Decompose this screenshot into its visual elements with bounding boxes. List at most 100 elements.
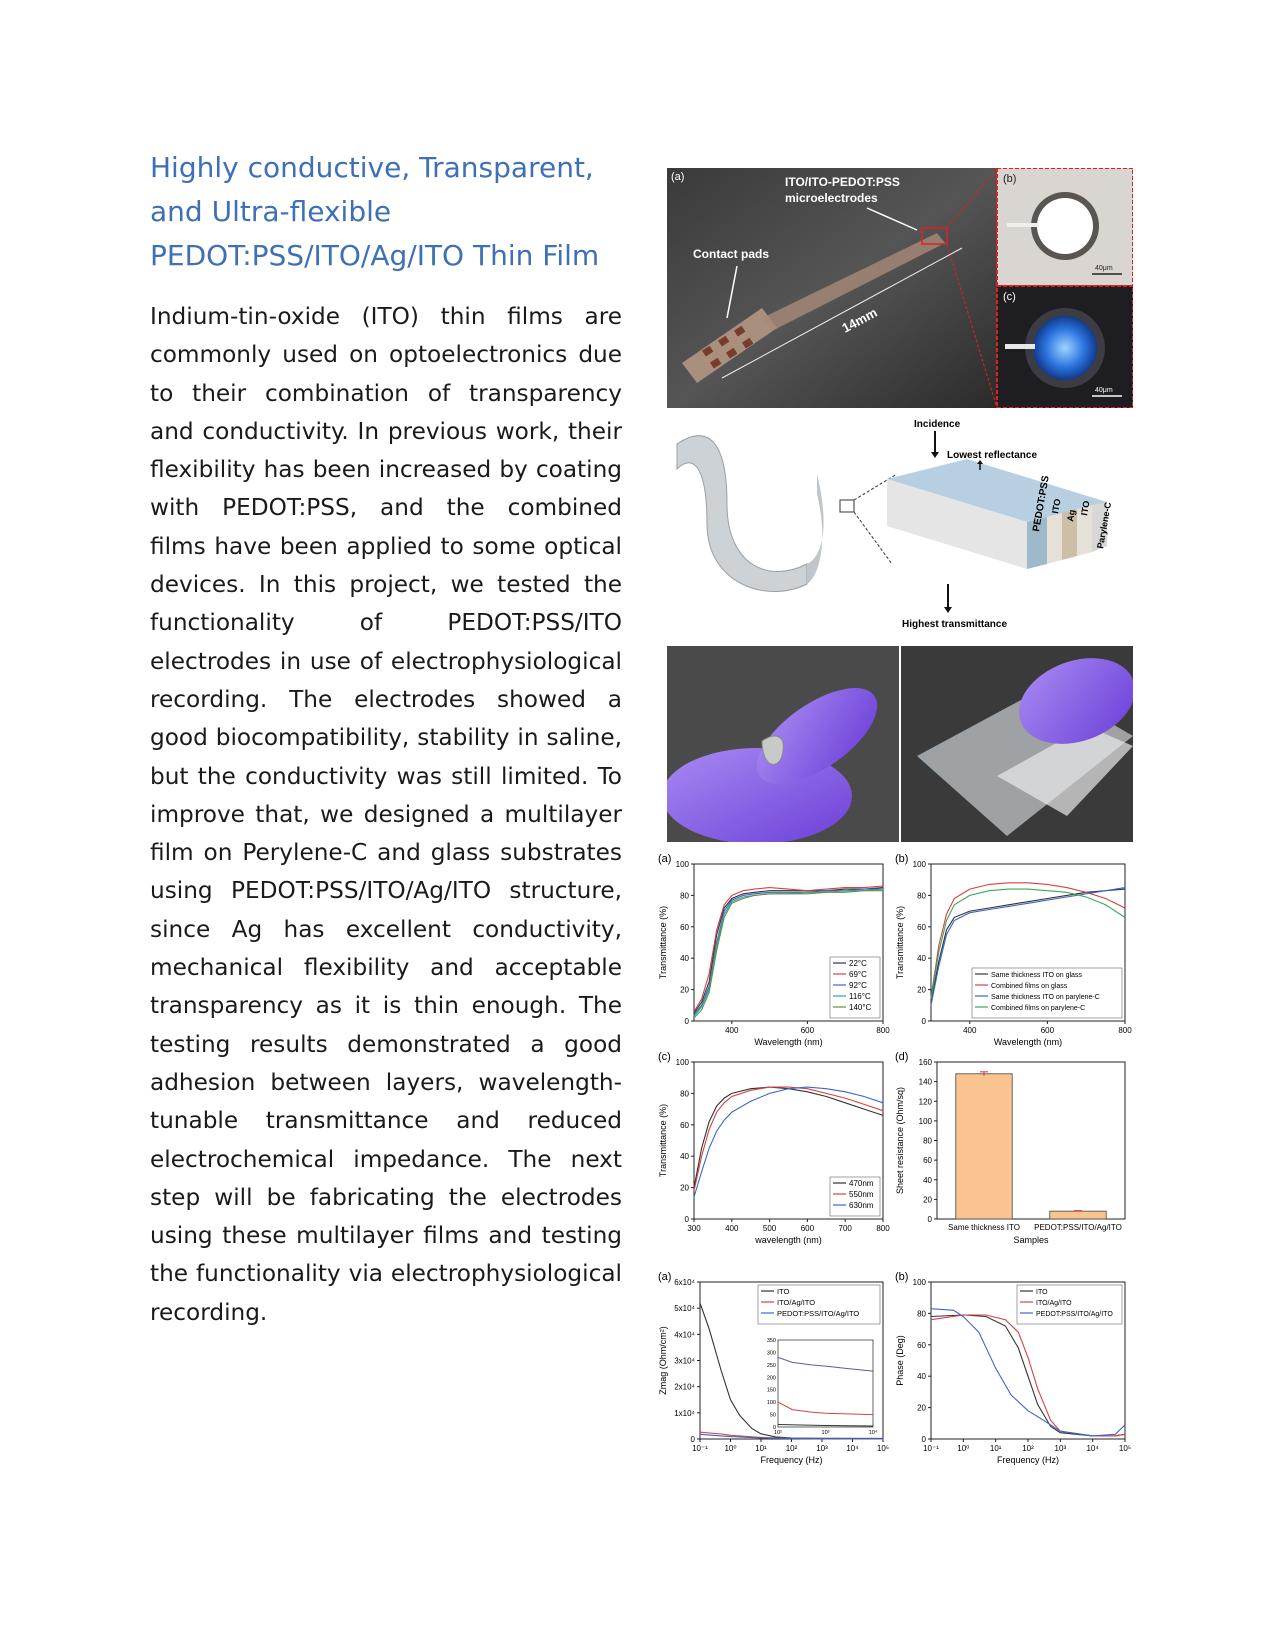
page-title: Highly conductive, Transparent, and Ultr… (150, 146, 610, 278)
inset-series-line (777, 1401, 874, 1416)
series-line (693, 1086, 884, 1191)
series-line (930, 888, 1126, 1000)
zoom-box (921, 227, 948, 245)
series-line (693, 1086, 884, 1198)
scale-label-c: 40μm (1095, 387, 1113, 394)
microelectrodes-label-1: ITO/ITO-PEDOT:PSS (785, 175, 900, 189)
x-axis-label: Wavelength (nm) (994, 1037, 1062, 1047)
x-tick-label: 10⁰ (957, 1444, 969, 1453)
x-tick-label: 10⁰ (724, 1444, 736, 1453)
panel-b-label: (b) (1003, 173, 1016, 185)
legend-label: Same thickness ITO on glass (991, 972, 1082, 979)
microelectrodes-arrow (866, 207, 918, 231)
x-tick-label: 700 (839, 1224, 853, 1233)
layer-label-ag: Ag (1065, 509, 1077, 523)
plot-frame (693, 1061, 884, 1220)
x-tick-label: 10⁵ (1119, 1444, 1131, 1453)
peeled-film (997, 726, 1133, 816)
x-tick-label: 10¹ (755, 1444, 767, 1453)
layer-ito-1 (1047, 513, 1062, 564)
y-tick-label: 100 (913, 1278, 927, 1287)
glove-finger-right (1018, 658, 1133, 744)
series-line (930, 1308, 1126, 1437)
y-tick-label: 40 (917, 954, 926, 963)
series-line (693, 887, 884, 1014)
legend-box (971, 967, 1123, 1019)
y-tick-label: 5x10⁴ (674, 1304, 695, 1313)
y-tick-label: 1x10⁴ (674, 1409, 695, 1418)
title-line-2: and Ultra-flexible (150, 195, 392, 228)
y-tick-label: 60 (923, 1156, 932, 1165)
multilayer-schematic: PEDOT:PSS ITO Ag ITO Parylene-C Incidenc… (676, 419, 1113, 630)
y-tick-label: 3x10⁴ (674, 1357, 695, 1366)
stack-front (887, 479, 1027, 569)
inset-frame (777, 1339, 874, 1428)
inset-y-tick-label: 350 (767, 1338, 776, 1344)
legend-label: 22°C (849, 959, 867, 968)
y-tick-label: 2x10⁴ (674, 1383, 695, 1392)
zoom-line-bottom (946, 243, 998, 408)
panel-label: (a) (658, 853, 671, 865)
y-tick-label: 80 (680, 1089, 689, 1098)
y-tick-label: 20 (917, 1404, 926, 1413)
legend-label: 116°C (849, 992, 871, 1001)
x-tick-label: 600 (801, 1224, 815, 1233)
x-tick-label: 10² (1022, 1444, 1034, 1453)
series-line (930, 882, 1126, 998)
x-tick-label: 800 (876, 1026, 890, 1035)
y-tick-label: 0 (928, 1215, 933, 1224)
x-tick-label: PEDOT:PSS/ITO/Ag/ITO (1034, 1223, 1122, 1232)
layer-label-ito-1: ITO (1050, 498, 1062, 514)
inset-y-tick-label: 100 (767, 1400, 776, 1406)
x-tick-label: Same thickness ITO (948, 1223, 1020, 1232)
layer-label-ito-2: ITO (1079, 500, 1091, 516)
layer-pedot (1027, 517, 1047, 569)
legend-label: 92°C (849, 981, 867, 990)
x-axis-label: Frequency (Hz) (997, 1455, 1059, 1465)
y-tick-label: 140 (919, 1078, 933, 1087)
series-line (693, 885, 884, 1012)
legend-label: 630nm (849, 1201, 874, 1210)
legend-label: Combined films on parylene-C (991, 1005, 1085, 1012)
panel-b-opening (1037, 198, 1093, 254)
y-tick-label: 20 (680, 1184, 689, 1193)
x-tick-label: 10³ (1055, 1444, 1067, 1453)
y-tick-label: 40 (680, 1152, 689, 1161)
microelectrode-figure: 14mm (a) ITO/ITO-PEDOT:PSS microelectrod… (667, 168, 1133, 408)
legend-label: ITO (777, 1287, 790, 1296)
x-axis-label: Samples (1013, 1235, 1049, 1245)
y-tick-label: 40 (680, 954, 689, 963)
y-tick-label: 160 (919, 1058, 933, 1067)
inset-y-tick-label: 0 (773, 1425, 776, 1431)
callout-line-bottom (853, 511, 893, 565)
inset-y-tick-label: 300 (767, 1350, 776, 1356)
contact-pads-block (682, 308, 777, 383)
legend-label: Combined films on glass (991, 983, 1068, 990)
transmittance-arrow-head (944, 607, 952, 613)
rolled-film (761, 735, 784, 765)
y-axis-label: Zmag (Ohm/cm²) (658, 1326, 668, 1395)
inset-y-tick-label: 200 (767, 1375, 776, 1381)
y-axis-label: Transmittance (%) (658, 906, 668, 979)
panel-label: (b) (895, 1271, 908, 1283)
y-tick-label: 60 (680, 1121, 689, 1130)
x-tick-label: 600 (1041, 1026, 1055, 1035)
incidence-label: Incidence (914, 419, 961, 430)
y-tick-label: 20 (923, 1195, 932, 1204)
y-tick-label: 0 (685, 1215, 690, 1224)
contact-pads-arrow (726, 265, 738, 319)
y-tick-label: 80 (923, 1137, 932, 1146)
x-tick-label: 10⁻¹ (923, 1444, 939, 1453)
y-tick-label: 4x10⁴ (674, 1330, 695, 1339)
y-tick-label: 0 (691, 1435, 696, 1444)
sheet-resistance-chart: (d) 0 20 40 60 80 100 120 140 160 Same thickness I… (895, 1051, 1126, 1245)
x-axis-label: wavelength (nm) (754, 1235, 822, 1245)
abstract-paragraph: Indium-tin-oxide (ITO) thin films are co… (150, 303, 622, 1326)
series-line (693, 890, 883, 1019)
panel-c-trace (1005, 344, 1035, 349)
panel-label: (a) (658, 1271, 671, 1283)
x-tick-label: 400 (963, 1026, 977, 1035)
y-axis-label: Transmittance (%) (895, 906, 905, 979)
flexibility-photos (667, 646, 1133, 842)
y-tick-label: 0 (922, 1435, 927, 1444)
